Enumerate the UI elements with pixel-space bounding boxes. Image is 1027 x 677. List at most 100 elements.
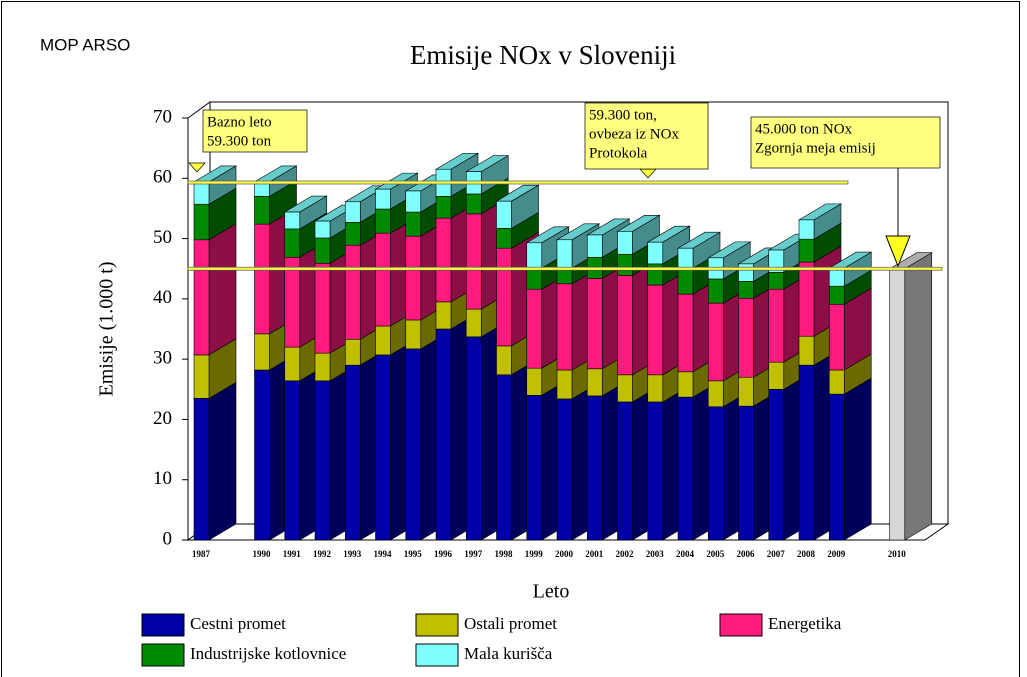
- bar: [707, 406, 724, 541]
- bar: [707, 278, 724, 304]
- source: MOP ARSO: [40, 35, 130, 54]
- bar: [556, 398, 573, 541]
- x-tick-label: 2003: [646, 549, 665, 559]
- bar: [344, 338, 361, 366]
- x-tick-label: 2008: [797, 549, 816, 559]
- x-axis-label: Leto: [533, 581, 570, 603]
- bar-side: [843, 377, 872, 541]
- bar: [284, 380, 301, 541]
- bar-side: [208, 223, 237, 356]
- bar: [193, 181, 210, 205]
- bar: [798, 219, 815, 240]
- bar: [617, 253, 633, 276]
- bar: [798, 261, 815, 337]
- bar: [828, 303, 845, 371]
- y-tick-label: 40: [153, 287, 172, 308]
- bar: [738, 376, 754, 407]
- x-tick-label: 2006: [737, 549, 756, 559]
- bar: [768, 272, 785, 290]
- bar: [798, 238, 815, 263]
- x-tick-label: 1993: [343, 549, 362, 559]
- annotation-box: [584, 102, 709, 170]
- bar: [617, 275, 633, 376]
- bar: [647, 374, 664, 403]
- bar: [344, 364, 361, 541]
- bar: [435, 328, 452, 541]
- bar: [193, 398, 210, 541]
- bar: [405, 190, 422, 213]
- bar: [375, 325, 391, 356]
- bar: [617, 231, 633, 255]
- y-tick-label: 10: [153, 468, 172, 489]
- bar: [435, 217, 452, 303]
- bar: [375, 354, 391, 541]
- bar: [314, 262, 331, 354]
- bar: [435, 196, 452, 219]
- bar: [193, 239, 210, 356]
- bar: [193, 203, 210, 241]
- legend-label: Mala kurišča: [464, 644, 553, 663]
- legend-swatch: [415, 613, 459, 637]
- y-axis-label: Emisije (1.000 t): [96, 262, 118, 397]
- bar: [344, 221, 361, 246]
- y-tick-label: 20: [153, 408, 172, 429]
- x-tick-label: 1995: [404, 549, 423, 559]
- x-tick-label: 1997: [464, 549, 483, 559]
- bar: [768, 249, 785, 273]
- annotation-text: 45.000 ton NOx: [755, 121, 853, 137]
- bar: [798, 364, 815, 541]
- reference-line: [187, 266, 943, 271]
- annotation-box: [202, 109, 308, 153]
- legend-swatch: [141, 613, 185, 637]
- x-tick-label: 2004: [676, 549, 695, 559]
- bar: [496, 345, 512, 376]
- x-tick-label: 2007: [767, 549, 786, 559]
- bar: [314, 220, 331, 239]
- x-tick-label: 1990: [253, 549, 272, 559]
- annotation-text: Bazno leto: [207, 114, 272, 130]
- legend-label: Industrijske kotlovnice: [190, 644, 346, 663]
- bar: [375, 208, 391, 234]
- bar: [768, 361, 785, 390]
- bar: [496, 228, 512, 249]
- bar: [556, 239, 573, 269]
- x-tick-label: 2000: [555, 549, 574, 559]
- bar: [556, 283, 573, 371]
- x-tick-label: 2010: [888, 549, 907, 559]
- bar: [586, 234, 603, 258]
- bar: [375, 188, 391, 210]
- bar: [465, 308, 482, 338]
- bar: [526, 267, 543, 290]
- bar: [254, 223, 270, 335]
- bar: [465, 336, 482, 541]
- bar: [405, 348, 422, 541]
- annotation-text: 59.300 ton,: [589, 107, 657, 123]
- bar: [314, 352, 331, 382]
- bar: [344, 244, 361, 340]
- bar: [193, 354, 210, 399]
- y-tick-label: 70: [153, 106, 172, 127]
- x-tick-label: 1999: [525, 549, 544, 559]
- bar: [526, 288, 543, 369]
- legend-label: Energetika: [768, 614, 842, 633]
- legend-label: Ostali promet: [464, 614, 557, 633]
- legend-swatch: [141, 643, 185, 667]
- bar: [647, 241, 664, 265]
- annotation-arrow: [885, 235, 911, 268]
- bar: [707, 380, 724, 408]
- bar: [738, 405, 754, 541]
- bar: [254, 196, 270, 225]
- bar: [647, 284, 664, 376]
- bar: [465, 213, 482, 310]
- bar: [254, 369, 270, 541]
- chart-title: Emisije NOx v Sloveniji: [410, 40, 676, 70]
- x-tick-label: 1992: [313, 549, 332, 559]
- bar-side: [904, 252, 933, 541]
- bar: [284, 346, 301, 382]
- bar: [465, 193, 482, 215]
- annotation-text: ovbeza iz NOx: [589, 126, 679, 142]
- y-tick-label: 60: [153, 167, 172, 188]
- bar: [284, 211, 301, 230]
